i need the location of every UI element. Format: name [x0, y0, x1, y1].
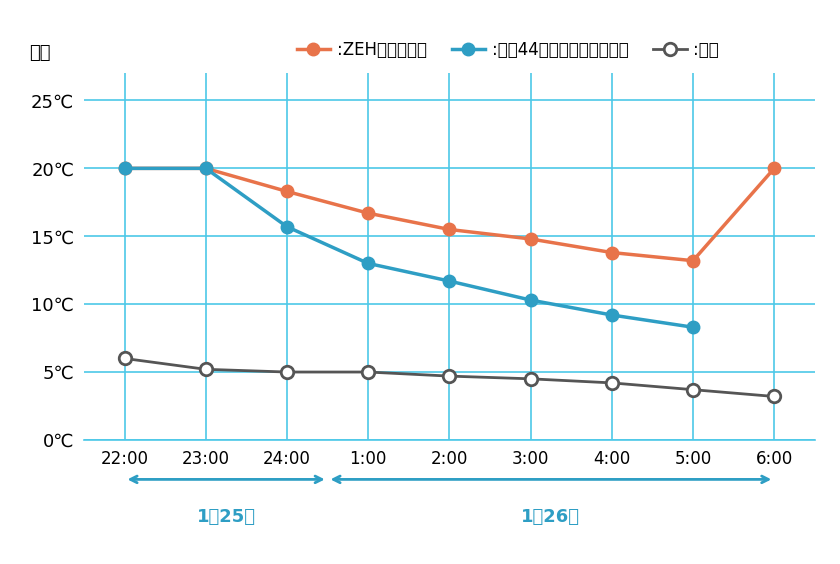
Text: 1月25日: 1月25日 — [197, 508, 255, 526]
Legend: :ZEH相当レベル, :平成44年省エネ基準レベル, :外気: :ZEH相当レベル, :平成44年省エネ基準レベル, :外気 — [290, 34, 726, 65]
Text: 1月26日: 1月26日 — [522, 508, 580, 526]
Text: 室温: 室温 — [29, 45, 50, 63]
